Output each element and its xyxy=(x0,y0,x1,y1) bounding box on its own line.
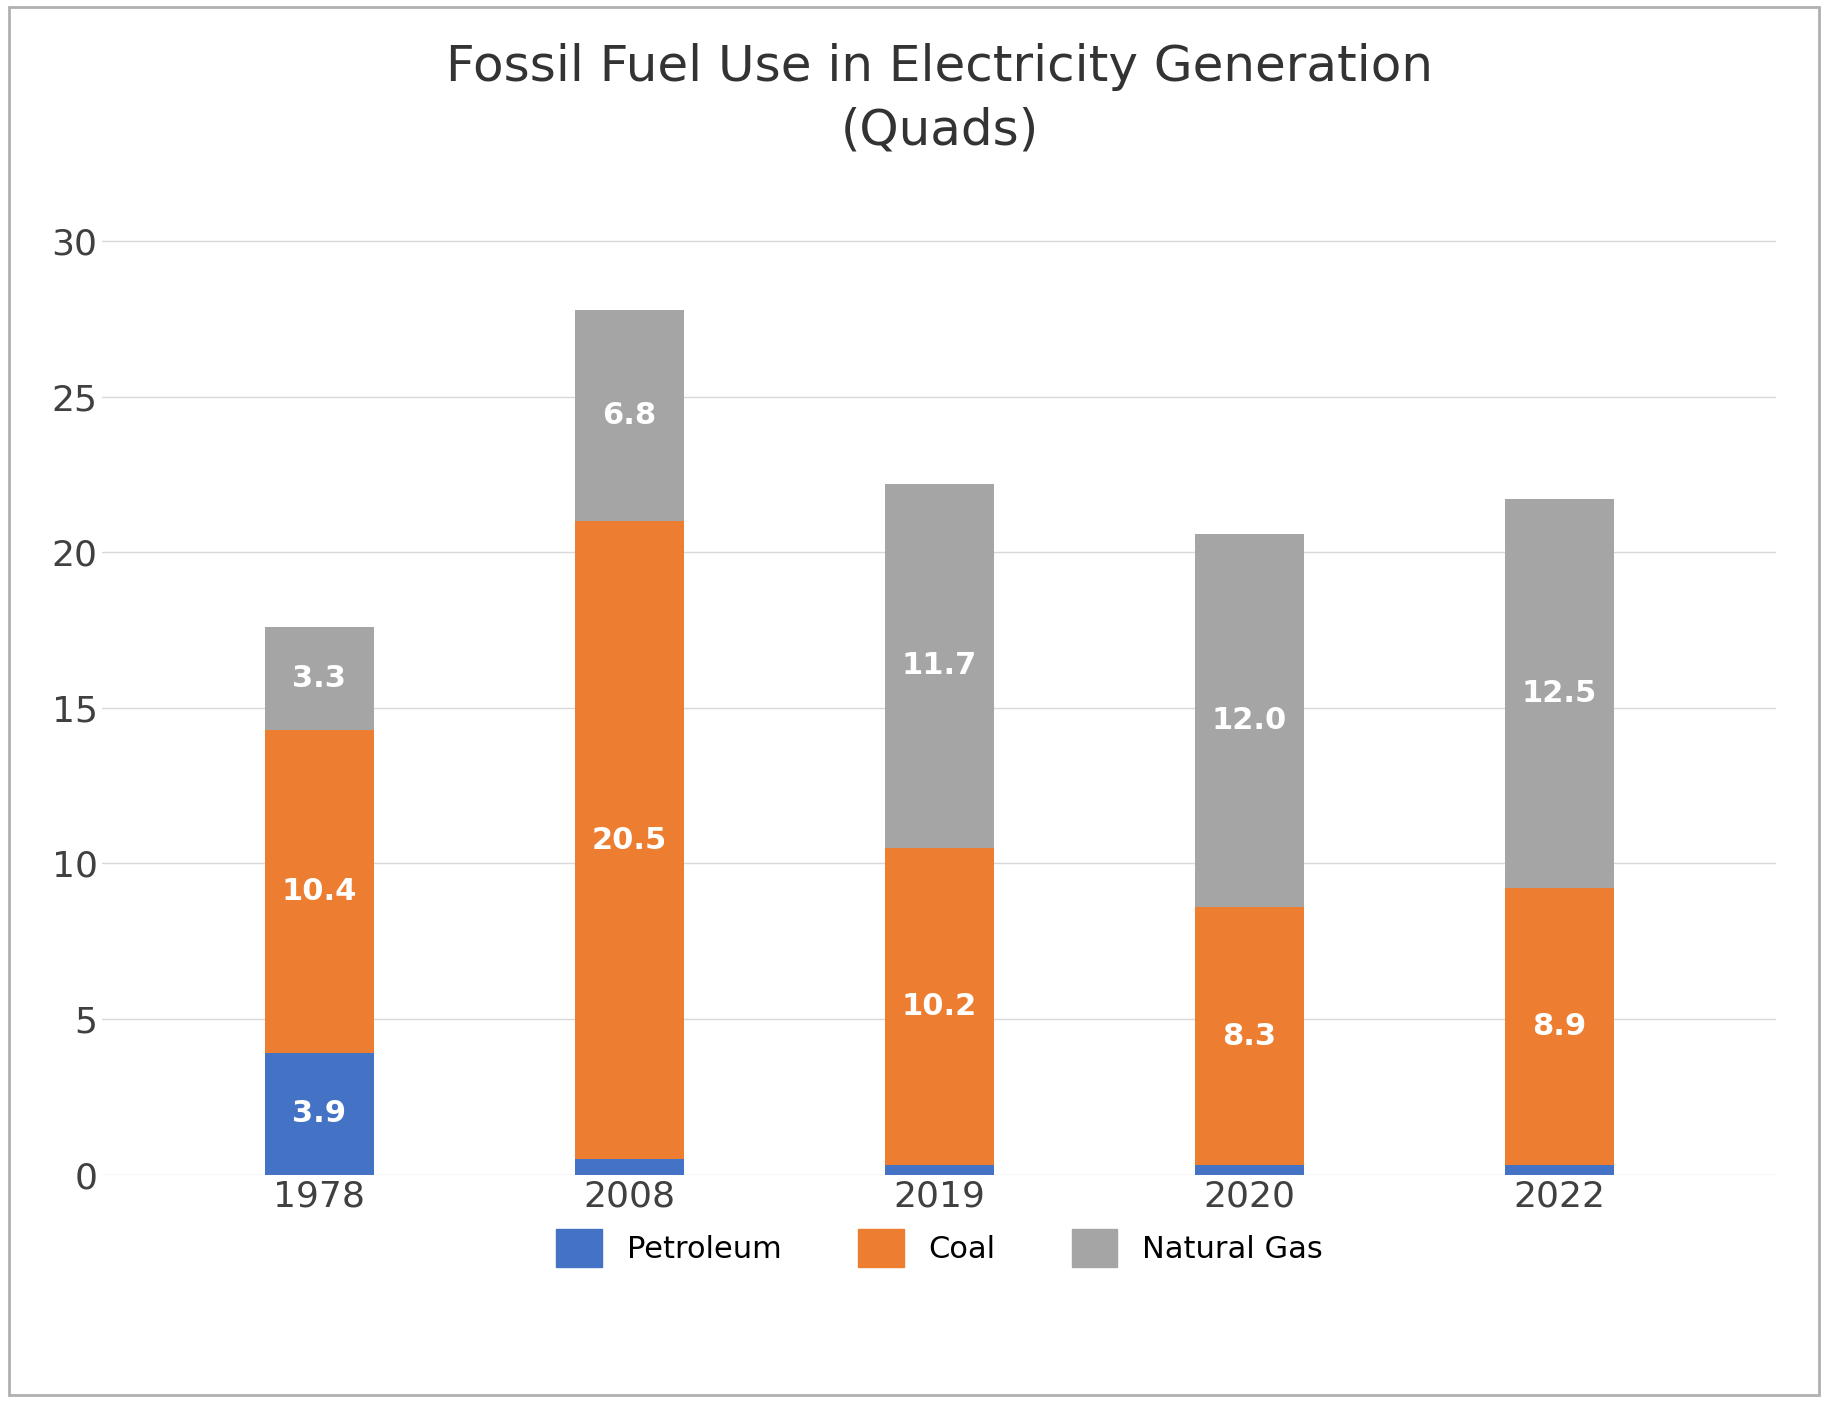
Bar xyxy=(265,627,373,729)
Bar xyxy=(1504,1165,1614,1175)
Bar xyxy=(265,729,373,1053)
Bar xyxy=(885,484,994,848)
Bar xyxy=(265,1053,373,1175)
Text: 12.0: 12.0 xyxy=(1212,705,1287,735)
Title: Fossil Fuel Use in Electricity Generation
(Quads): Fossil Fuel Use in Electricity Generatio… xyxy=(446,43,1433,154)
Text: 11.7: 11.7 xyxy=(901,652,976,680)
Text: 8.9: 8.9 xyxy=(1532,1012,1587,1042)
Bar xyxy=(576,522,684,1159)
Text: 10.4: 10.4 xyxy=(282,878,356,906)
Text: 6.8: 6.8 xyxy=(603,401,656,430)
Text: 10.2: 10.2 xyxy=(901,993,976,1021)
Bar xyxy=(1504,889,1614,1165)
Bar xyxy=(576,310,684,522)
Text: 3.3: 3.3 xyxy=(292,663,345,693)
Bar xyxy=(885,848,994,1165)
Bar xyxy=(1196,534,1303,907)
Bar xyxy=(576,1159,684,1175)
Text: 12.5: 12.5 xyxy=(1523,680,1598,708)
Text: 3.9: 3.9 xyxy=(292,1099,347,1129)
Text: 20.5: 20.5 xyxy=(592,826,667,855)
Bar xyxy=(1504,499,1614,889)
Text: 8.3: 8.3 xyxy=(1223,1022,1276,1050)
Bar xyxy=(1196,907,1303,1165)
Legend: Petroleum, Coal, Natural Gas: Petroleum, Coal, Natural Gas xyxy=(545,1217,1334,1279)
Bar xyxy=(885,1165,994,1175)
Bar xyxy=(1196,1165,1303,1175)
